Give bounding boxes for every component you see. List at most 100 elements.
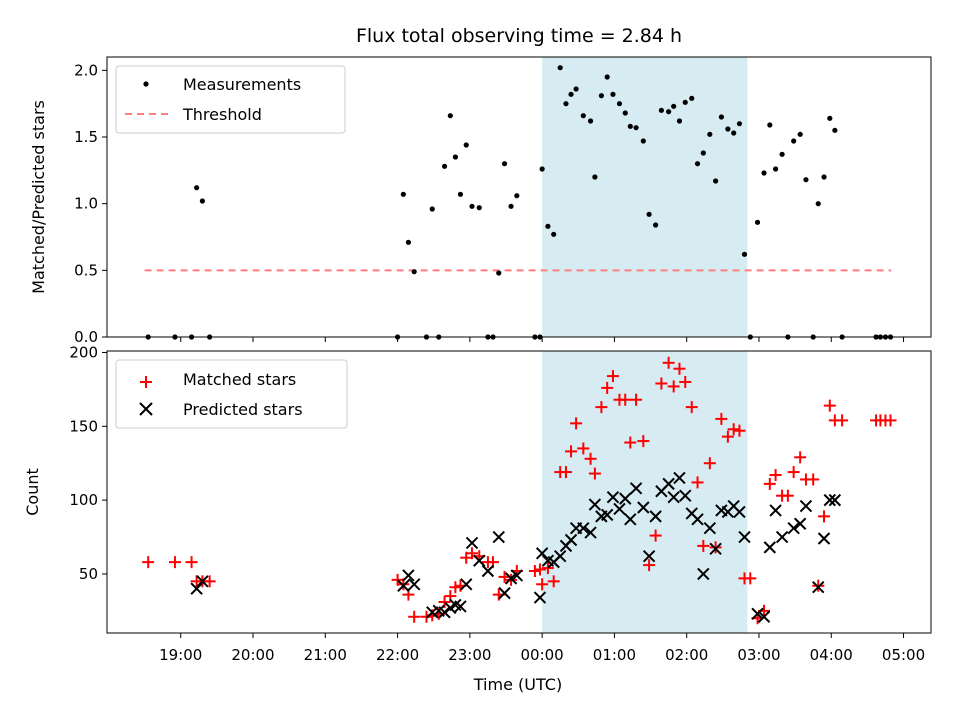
predicted-star-point (407, 578, 421, 591)
measurement-point (539, 166, 545, 172)
measurement-point (457, 191, 464, 197)
top-panel-frame (106, 56, 932, 338)
predicted-star-point (397, 579, 410, 592)
predicted-star-point (454, 600, 467, 613)
measurement-point (779, 151, 785, 157)
matched-star-point (703, 457, 716, 470)
measurement-point (551, 231, 557, 237)
matched-star-point (606, 370, 619, 383)
matched-star-point (836, 414, 849, 427)
x-tick-label: 05:00 (882, 646, 925, 664)
matched-star-point (781, 489, 794, 502)
matched-star-point (584, 452, 597, 465)
bottom-y-tick-label: 150 (69, 417, 98, 435)
top-y-tick-label: 1.0 (74, 195, 98, 213)
predicted-star-point (649, 510, 662, 523)
matched-star-point (884, 414, 897, 427)
bottom-y-tick-label: 200 (69, 343, 98, 361)
matched-star-point (667, 380, 680, 393)
bottom-y-tick-label: 50 (79, 565, 98, 583)
measurement-point (832, 127, 838, 133)
legend-predicted-marker (139, 402, 153, 416)
measurement-point (592, 174, 598, 180)
matched-star-point (619, 393, 632, 406)
predicted-star-point (498, 586, 511, 600)
measurement-point (821, 174, 827, 180)
measurement-point (598, 93, 605, 99)
predicted-star-point (691, 513, 704, 526)
matched-star-point (662, 356, 675, 369)
measurement-point (736, 121, 743, 127)
matched-star-point (624, 436, 637, 449)
predicted-star-point (823, 493, 837, 507)
matched-star-point (709, 541, 722, 554)
measurement-point (622, 110, 628, 116)
legend-predicted-label: Predicted stars (183, 400, 303, 419)
measurement-point (199, 198, 206, 204)
predicted-star-point (606, 490, 620, 504)
predicted-star-point (613, 502, 626, 516)
matched-star-point (794, 451, 807, 464)
legend-measurements-marker (143, 81, 149, 87)
matched-star-point (727, 423, 740, 436)
predicted-star-point (775, 530, 789, 544)
measurement-point (772, 166, 779, 172)
matched-star-point (697, 539, 710, 552)
measurement-point (573, 86, 579, 92)
predicted-star-point (481, 564, 495, 578)
measurement-point (447, 113, 453, 119)
measurement-point (676, 118, 683, 124)
measurement-point (761, 170, 767, 176)
predicted-star-point (757, 610, 771, 623)
predicted-star-point (190, 582, 203, 595)
matched-star-point (142, 556, 155, 569)
top-panel-y-axis-label: Matched/Predicted stars (29, 100, 48, 294)
measurement-point (627, 123, 633, 129)
bottom-panel-frame (106, 350, 932, 634)
top-y-tick-label: 0.0 (74, 328, 98, 346)
predicted-star-point (642, 550, 656, 563)
measurement-point (658, 107, 664, 113)
top-y-tick-label: 0.5 (74, 261, 98, 279)
matched-star-point (185, 556, 198, 569)
legend-matched-marker (140, 376, 152, 388)
bottom-panel-shaded-span (542, 351, 748, 633)
matched-star-point (763, 477, 776, 490)
bottom-panel-y-ticks: 50 100 150 200 (69, 343, 107, 583)
matched-star-point (570, 417, 583, 430)
predicted-star-point (402, 569, 415, 582)
matched-star-point (643, 559, 656, 572)
measurement-point (604, 74, 610, 80)
measurement-point (580, 113, 586, 119)
top-y-tick-label: 2.0 (74, 61, 98, 79)
measurement-point (731, 130, 737, 136)
predicted-star-point (510, 569, 524, 582)
matched-star-point (547, 575, 560, 588)
matched-star-point (823, 399, 836, 412)
matched-star-point (787, 466, 800, 479)
measurement-point (405, 239, 412, 245)
predicted-stars-points (190, 471, 842, 623)
matched-star-point (679, 376, 692, 389)
x-axis-label: Time (UTC) (473, 675, 562, 694)
matched-star-point (533, 563, 546, 576)
matched-stars-points (142, 356, 897, 625)
predicted-star-point (703, 521, 717, 535)
predicted-star-point (629, 482, 643, 495)
predicted-star-point (763, 541, 777, 554)
top-y-tick-label: 1.5 (74, 128, 98, 146)
x-tick-label: 21:00 (304, 646, 347, 664)
predicted-star-point (709, 542, 722, 556)
matched-star-point (588, 467, 601, 480)
predicted-star-point (679, 489, 692, 502)
predicted-star-point (624, 513, 637, 526)
predicted-star-point (793, 517, 807, 530)
bottom-panel-y-axis-label: Count (23, 468, 42, 516)
matched-star-point (595, 401, 608, 414)
measurement-point (707, 131, 713, 137)
predicted-star-point (473, 554, 486, 567)
matched-star-point (565, 445, 578, 458)
measurement-point (563, 101, 569, 107)
predicted-star-point (799, 499, 813, 513)
measurement-point (689, 95, 695, 101)
